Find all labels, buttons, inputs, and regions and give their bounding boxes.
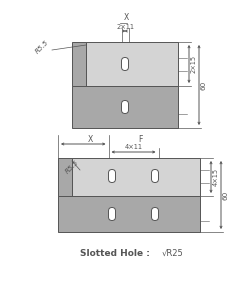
FancyBboxPatch shape bbox=[109, 170, 116, 183]
FancyBboxPatch shape bbox=[122, 57, 128, 71]
Text: X: X bbox=[87, 135, 93, 144]
FancyBboxPatch shape bbox=[109, 208, 116, 220]
Text: R5.5: R5.5 bbox=[34, 39, 50, 55]
Text: √R25: √R25 bbox=[162, 249, 184, 257]
Bar bbox=[72, 86, 178, 128]
Bar bbox=[58, 158, 72, 196]
FancyBboxPatch shape bbox=[152, 170, 158, 183]
FancyBboxPatch shape bbox=[122, 100, 128, 113]
FancyBboxPatch shape bbox=[152, 208, 158, 220]
Text: 60: 60 bbox=[223, 190, 229, 200]
Text: F: F bbox=[138, 135, 142, 144]
Text: X: X bbox=[123, 13, 129, 22]
Text: 4×11: 4×11 bbox=[124, 144, 143, 150]
Bar bbox=[72, 42, 86, 86]
Text: Slotted Hole :: Slotted Hole : bbox=[80, 249, 150, 257]
Bar bbox=[72, 158, 200, 196]
Text: 2×15: 2×15 bbox=[191, 55, 197, 73]
Text: 2×11: 2×11 bbox=[117, 24, 135, 30]
Bar bbox=[58, 196, 200, 232]
Text: R5.5: R5.5 bbox=[64, 159, 80, 175]
Bar bbox=[86, 42, 178, 86]
Text: 60: 60 bbox=[201, 80, 207, 90]
Text: 4×15: 4×15 bbox=[213, 168, 219, 186]
